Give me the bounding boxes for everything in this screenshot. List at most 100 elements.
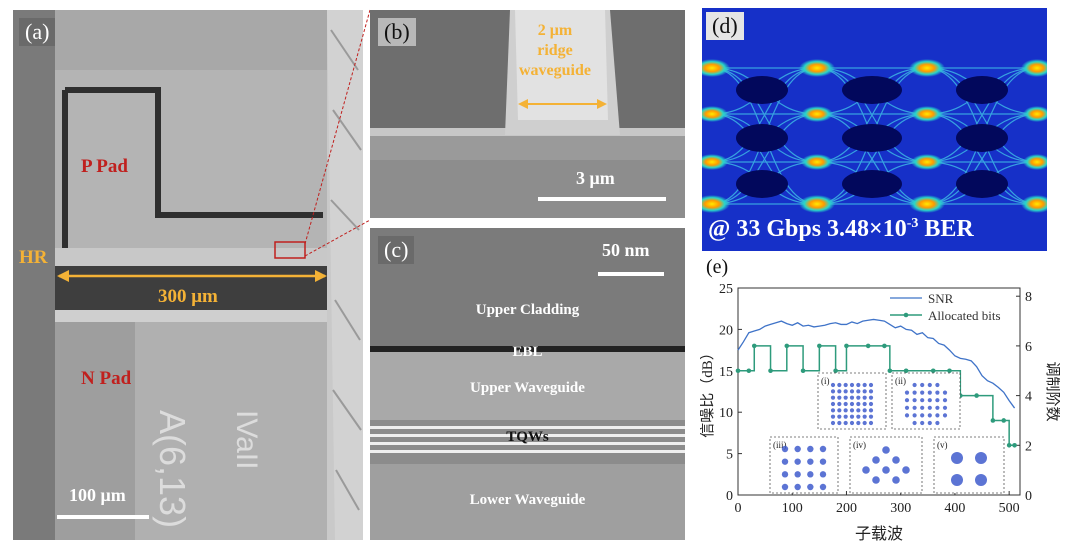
inset-0-point-39 (862, 408, 867, 413)
y2-tick-label-3: 6 (1025, 340, 1032, 355)
x-tick-label-1: 100 (782, 501, 803, 516)
inset-1-point-28 (942, 390, 948, 395)
inset-1-point-14 (920, 413, 925, 418)
bits-point-19 (1006, 443, 1012, 448)
bits-point-20 (1012, 443, 1017, 448)
inset-3-point-6 (872, 476, 880, 484)
layer-top-bg (370, 228, 685, 346)
panel-d-label: (d) (706, 12, 744, 40)
plot-frame (737, 287, 1021, 496)
y2-tick-label-2: 4 (1025, 390, 1032, 405)
inset-0-point-26 (849, 414, 855, 419)
y-axis-label: 信噪比（dB） (700, 345, 716, 438)
inset-1-point-8 (912, 413, 917, 418)
inset-1-point-26 (935, 413, 940, 418)
y-tick-label-5: 25 (719, 282, 733, 297)
bits-point-7 (833, 368, 838, 374)
inset-0-point-43 (868, 389, 874, 394)
panel-c-scale-label: 50 nm (602, 240, 650, 260)
inset-0-point-33 (856, 414, 861, 419)
eye-trace-40 (926, 67, 1038, 163)
inset-1-point-30 (942, 405, 948, 410)
inset-box-4 (933, 436, 1005, 494)
panel-a-label: (a) (19, 18, 56, 46)
inset-1-point-24 (935, 398, 940, 403)
inset-0-point-32 (856, 408, 861, 413)
zoom-lines (304, 9, 371, 257)
inset-0-point-13 (837, 420, 842, 426)
inset-0-point-17 (843, 401, 848, 407)
layer-upper-cladding: Upper Cladding (475, 302, 580, 318)
inset-1-point-31 (942, 413, 948, 418)
y-tick-label-4: 20 (719, 323, 733, 338)
layer-qw-4 (370, 450, 685, 453)
bits-point-18 (1001, 418, 1007, 423)
inset-0-point-16 (843, 395, 848, 400)
inset-3-point-1 (872, 456, 880, 464)
hr-label: HR (19, 247, 48, 268)
bits-point-2 (751, 343, 757, 349)
inset-0-point-28 (856, 382, 861, 388)
inset-0-point-7 (837, 382, 842, 388)
plot-area: 0 100 200 300 400 500 0 5 10 15 20 25 0 2 4 6 8 子载波 信噪比（dB… (700, 282, 1060, 543)
eye-trace-13 (711, 113, 818, 205)
engraving-1: A(6,13) (152, 410, 193, 529)
bits-point-1 (746, 368, 752, 374)
inset-1-point-23 (935, 390, 940, 395)
inset-2-point-0 (781, 445, 789, 453)
inset-2-point-2 (781, 471, 789, 478)
layer-ebl: EBL (512, 344, 543, 360)
width-arrow (57, 270, 327, 282)
inset-0-point-29 (856, 389, 861, 394)
panel-c-scale-bar (598, 272, 664, 276)
inset-2-point-8 (807, 445, 814, 453)
layer-upper-waveguide: Upper Waveguide (470, 380, 585, 396)
bits-point-16 (974, 393, 979, 398)
inset-2-point-7 (794, 483, 801, 491)
inset-2-point-5 (794, 458, 801, 465)
x-tick-label-4: 400 (944, 501, 965, 516)
panel-b-scale-bar (538, 197, 666, 201)
inset-0-point-37 (862, 395, 867, 400)
layer-tqws: TQWs (506, 429, 549, 445)
inset-0-point-10 (837, 401, 842, 407)
inset-1-point-19 (927, 405, 932, 410)
legend-bits-label: Allocated bits (928, 308, 1001, 323)
panel-b-label: (b) (378, 18, 416, 46)
panel-c-label: (c) (378, 236, 415, 264)
inset-0-point-6 (830, 420, 836, 426)
inset-2-point-3 (781, 483, 789, 491)
bits-point-0 (735, 368, 741, 374)
eye-caption-suffix: BER (918, 216, 974, 242)
inset-2-point-4 (794, 445, 801, 453)
inset-0-point-8 (837, 389, 842, 394)
eye-trace-8 (711, 67, 818, 163)
inset-0-point-22 (849, 389, 855, 394)
inset-box-0 (817, 372, 887, 430)
inset-1-point-9 (912, 420, 917, 426)
inset-label-1: (ii) (895, 376, 906, 386)
y2-tick-label-4: 8 (1025, 290, 1032, 305)
inset-1-point-20 (927, 413, 932, 418)
inset-2-point-12 (819, 445, 827, 453)
eye-caption-exp: -3 (906, 216, 919, 231)
y-tick-label-3: 15 (719, 365, 733, 380)
inset-0-point-5 (830, 414, 836, 419)
inset-label-3: (iv) (853, 440, 866, 450)
panel-a: (a) P Pad N Pad HR 300 μm A(6,13) IVaII … (13, 10, 363, 540)
bits-point-11 (887, 368, 893, 374)
y2-tick-label-0: 0 (1025, 489, 1032, 504)
panel-d: (d) @ 33 Gbps 3.48×10-3 BER (702, 8, 1047, 251)
inset-2-point-11 (807, 483, 814, 491)
inset-1-point-11 (920, 390, 925, 395)
x-tick-label-5: 500 (999, 501, 1020, 516)
eye-trace-29 (816, 113, 928, 205)
bits-point-17 (990, 418, 996, 423)
bits-point-12 (903, 368, 909, 374)
inset-0-point-47 (868, 414, 874, 419)
inset-3-point-5 (902, 466, 910, 474)
inset-0-point-45 (868, 401, 874, 407)
panel-e-label: (e) (706, 256, 729, 278)
inset-0-point-18 (843, 408, 848, 413)
inset-1-point-6 (912, 398, 917, 403)
